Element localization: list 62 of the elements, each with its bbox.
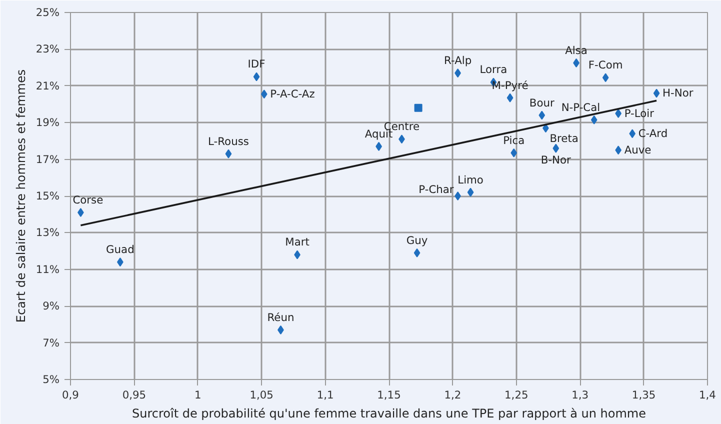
x-tick-label: 1,2 xyxy=(444,388,462,402)
point xyxy=(538,110,546,120)
x-tick-label: 1,15 xyxy=(377,388,401,402)
point xyxy=(590,115,598,124)
annotation: Guy xyxy=(406,234,428,247)
annotation: Breta xyxy=(550,132,578,146)
annotation: B-Nor xyxy=(540,153,572,166)
annotation: Réun xyxy=(267,310,294,324)
point xyxy=(253,72,260,82)
y-tick-label: 21% xyxy=(36,79,60,92)
annotation: P-A-C-Az xyxy=(270,88,316,101)
annotation: Guad xyxy=(106,243,134,256)
point xyxy=(467,188,474,197)
point xyxy=(510,148,518,158)
annotation: Pica xyxy=(503,134,525,147)
point xyxy=(414,104,422,112)
annotation: C-Ard xyxy=(638,127,668,140)
point xyxy=(414,248,420,258)
y-tick-label: 5% xyxy=(42,373,60,386)
annotation: Bour xyxy=(529,96,555,110)
annotation: H-Nor xyxy=(662,86,694,100)
y-tick-label: 13% xyxy=(36,226,60,240)
annotation: P-Loir xyxy=(624,106,655,120)
y-axis-title: Ecart de salaire entre hommes et femmes xyxy=(14,69,28,323)
annotation: Mart xyxy=(285,236,310,249)
y-tick-label: 9% xyxy=(42,300,60,313)
annotation: Alsa xyxy=(565,44,588,57)
y-tick-label: 11% xyxy=(36,262,60,276)
point xyxy=(506,93,514,102)
x-tick-label: 1,25 xyxy=(504,388,528,402)
y-tick-label: 7% xyxy=(42,336,60,350)
point xyxy=(260,90,268,99)
annotation: Auve xyxy=(624,144,652,157)
x-tick-label: 0,95 xyxy=(122,388,146,402)
x-tick-label: 1,4 xyxy=(699,388,716,402)
x-tick-label: 1 xyxy=(194,388,202,402)
x-tick-label: 0,9 xyxy=(62,388,80,402)
x-tick-label: 1,05 xyxy=(250,388,274,402)
y-tick-label: 17% xyxy=(36,152,60,166)
x-tick-label: 1,3 xyxy=(572,388,589,402)
point xyxy=(653,88,660,98)
annotation: L-Rouss xyxy=(208,134,250,148)
x-tick-label: 1,1 xyxy=(316,388,334,402)
annotation: Corse xyxy=(72,194,104,207)
annotation: Lorra xyxy=(480,63,508,76)
annotation: N-P-Cal xyxy=(561,100,600,114)
y-tick-label: 23% xyxy=(36,42,60,56)
annotation: P-Char xyxy=(418,183,454,196)
point xyxy=(602,73,609,82)
point xyxy=(225,149,232,158)
x-axis-title: Surcroît de probabilité qu'une femme travaille dans une TPE par rapport à un homme xyxy=(132,406,646,420)
annotation: Limo xyxy=(458,173,484,186)
annotation: IDF xyxy=(248,58,266,71)
y-tick-label: 15% xyxy=(36,190,60,202)
y-tick-label: 19% xyxy=(36,116,60,130)
y-tick-label: 25% xyxy=(36,6,60,19)
point xyxy=(454,192,461,200)
point xyxy=(552,144,560,153)
annotation: F-Com xyxy=(588,58,623,72)
annotation: M-Pyré xyxy=(492,78,528,92)
annotation: R-Alp xyxy=(444,54,472,68)
x-tick-label: 1,35 xyxy=(632,388,656,402)
